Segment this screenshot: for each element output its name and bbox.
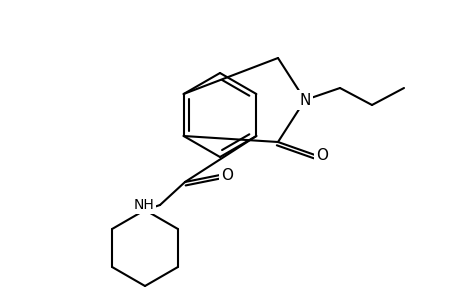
- Text: N: N: [299, 92, 310, 107]
- Text: O: O: [220, 167, 233, 182]
- Text: NH: NH: [133, 198, 154, 212]
- Text: O: O: [315, 148, 327, 163]
